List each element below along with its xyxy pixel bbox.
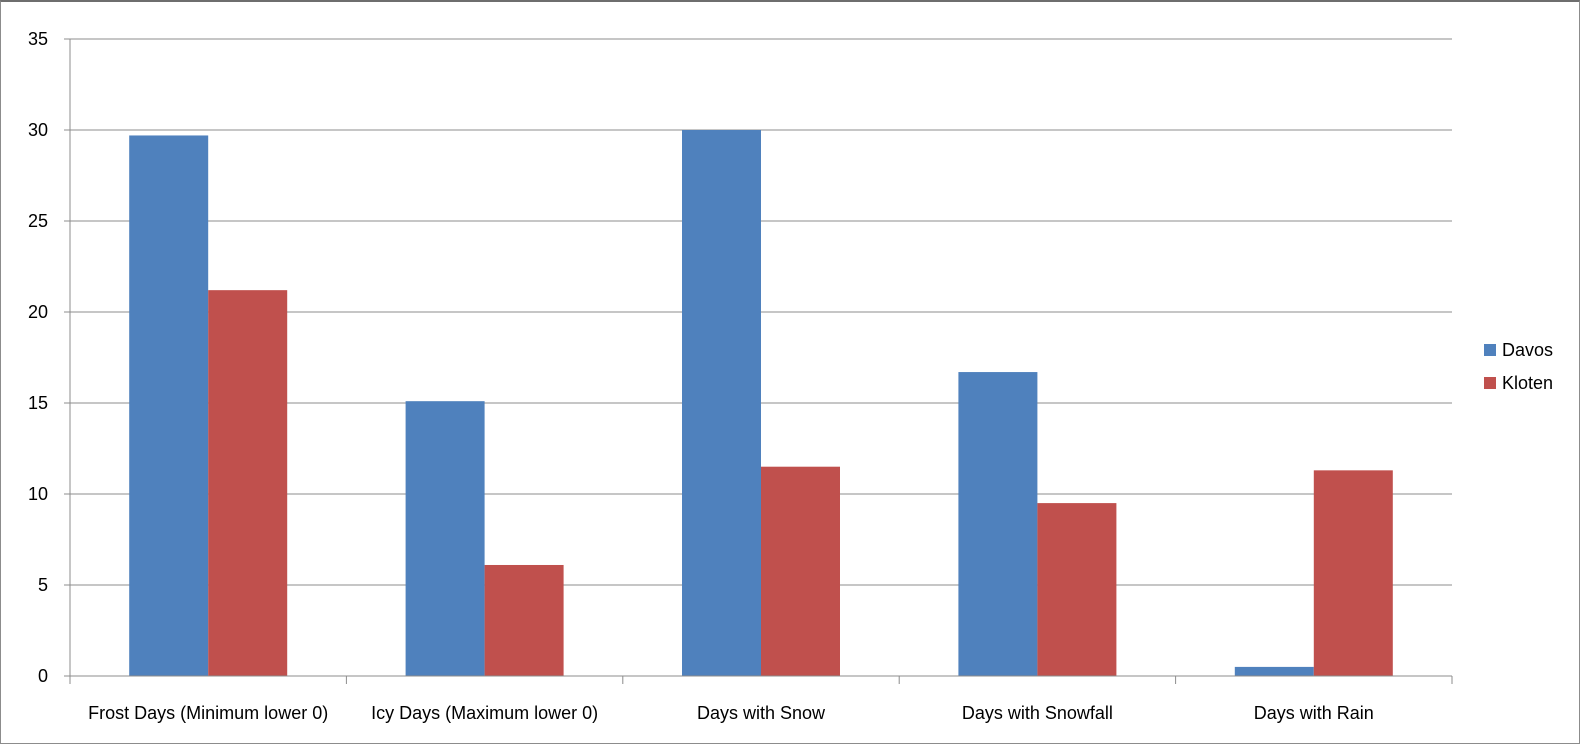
- y-tick-labels: 0 5 10 15 20 25 30 35: [28, 29, 48, 686]
- x-category-label: Icy Days (Maximum lower 0): [371, 703, 598, 723]
- y-tick-label: 20: [28, 302, 48, 322]
- legend: Davos Kloten: [1484, 340, 1553, 393]
- x-category-label: Days with Snowfall: [962, 703, 1113, 723]
- bar-davos: [129, 135, 209, 676]
- y-tick-label: 0: [38, 666, 48, 686]
- bar-davos: [1234, 666, 1314, 676]
- bar-kloten: [1313, 470, 1393, 676]
- x-category-label: Days with Rain: [1254, 703, 1374, 723]
- y-tick-label: 30: [28, 120, 48, 140]
- bar-kloten: [761, 466, 840, 676]
- bar-davos: [958, 372, 1038, 676]
- x-category-label: Days with Snow: [697, 703, 826, 723]
- bar-davos: [682, 130, 761, 676]
- y-tick-label: 10: [28, 484, 48, 504]
- legend-swatch-davos: [1484, 344, 1496, 356]
- x-category-labels: Frost Days (Minimum lower 0) Icy Days (Ma…: [88, 703, 1374, 723]
- bar-kloten: [208, 290, 288, 676]
- y-tick-label: 35: [28, 29, 48, 49]
- y-tick-label: 15: [28, 393, 48, 413]
- bar-kloten: [1037, 503, 1117, 676]
- bar-davos: [405, 401, 485, 676]
- bar-kloten: [484, 564, 564, 676]
- x-category-label: Frost Days (Minimum lower 0): [88, 703, 328, 723]
- legend-swatch-kloten: [1484, 377, 1496, 389]
- y-tick-label: 5: [38, 575, 48, 595]
- bars: [129, 130, 1393, 676]
- legend-label-davos: Davos: [1502, 340, 1553, 360]
- legend-label-kloten: Kloten: [1502, 373, 1553, 393]
- axes: [64, 38, 1453, 684]
- y-tick-label: 25: [28, 211, 48, 231]
